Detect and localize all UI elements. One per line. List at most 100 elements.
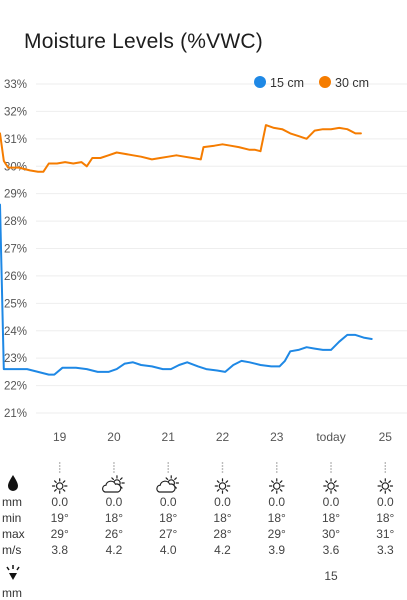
y-tick-label: 24%	[4, 326, 27, 338]
row-label-wind: m/s	[2, 543, 21, 557]
weather-min-value: 19°	[51, 511, 69, 525]
grid-layer	[36, 83, 407, 414]
legend-label: 30 cm	[335, 76, 369, 90]
legend-label: 15 cm	[270, 76, 304, 90]
weather-panel: mm min max m/s mm 0.0 19° 29° 3.8 0.0 18° 26° 4.2 0.0…	[2, 462, 395, 600]
sun-icon	[268, 478, 285, 494]
day-marker-dot	[384, 465, 386, 467]
weather-rain-value: 0.0	[160, 495, 177, 509]
weather-rain-value: 0.0	[323, 495, 340, 509]
sun-icon	[377, 478, 394, 494]
y-tick-label: 25%	[4, 298, 27, 310]
day-marker-dot	[58, 471, 61, 473]
weather-extra-value: 15	[324, 569, 338, 583]
day-marker-dot	[384, 462, 386, 464]
day-marker-dot	[167, 465, 169, 467]
day-marker-dot	[113, 468, 115, 470]
y-tick-label: 21%	[4, 408, 27, 420]
sun-icon	[51, 478, 68, 494]
day-marker-dot	[167, 468, 169, 470]
weather-min-value: 18°	[376, 511, 394, 525]
weather-min-value: 18°	[159, 511, 177, 525]
day-marker-dot	[113, 471, 115, 473]
row-label-min: min	[2, 511, 21, 525]
weather-wind-value: 3.8	[51, 543, 68, 557]
weather-rain-value: 0.0	[268, 495, 285, 509]
day-marker-dot	[113, 465, 115, 467]
day-marker-dot	[58, 465, 61, 467]
day-marker-dot	[384, 471, 386, 473]
partly-cloudy-icon	[156, 475, 180, 493]
day-marker-dot	[384, 468, 386, 470]
weather-rain-value: 0.0	[214, 495, 231, 509]
weather-wind-value: 4.2	[106, 543, 123, 557]
day-marker-dot	[113, 462, 115, 464]
sun-icon	[214, 478, 231, 494]
weather-min-value: 18°	[322, 511, 340, 525]
day-marker-dot	[167, 462, 169, 464]
y-tick-label: 31%	[4, 134, 27, 146]
x-tick-label: 23	[270, 430, 284, 444]
weather-max-value: 26°	[105, 527, 123, 541]
day-marker-dot	[330, 462, 332, 464]
weather-min-value: 18°	[213, 511, 231, 525]
day-marker-dot	[330, 471, 332, 473]
rain-drop-icon	[8, 475, 18, 491]
weather-wind-value: 4.2	[214, 543, 231, 557]
day-marker-dot	[276, 462, 278, 464]
weather-max-value: 31°	[376, 527, 394, 541]
y-tick-label: 23%	[4, 353, 27, 365]
weather-max-value: 29°	[51, 527, 69, 541]
day-marker-dot	[276, 465, 278, 467]
weather-max-value: 30°	[322, 527, 340, 541]
y-tick-label: 26%	[4, 271, 27, 283]
partly-cloudy-icon	[102, 475, 125, 493]
day-marker-dot	[221, 462, 224, 464]
day-marker-dot	[276, 471, 278, 473]
row-label-rain: mm	[2, 495, 22, 509]
series-line-15-cm	[0, 203, 373, 376]
x-axis: 19 20 21 22 23 today 25	[53, 430, 392, 444]
weather-wind-value: 3.6	[323, 543, 340, 557]
row-label-extra: mm	[2, 586, 22, 600]
sun-icon	[323, 478, 339, 494]
day-marker-dot	[58, 468, 61, 470]
y-tick-label: 28%	[4, 216, 27, 228]
weather-max-value: 28°	[213, 527, 231, 541]
legend-marker	[254, 76, 266, 88]
legend-marker	[319, 76, 331, 88]
weather-min-value: 18°	[268, 511, 286, 525]
weather-rain-value: 0.0	[377, 495, 394, 509]
weather-wind-value: 3.3	[377, 543, 394, 557]
x-tick-label: 20	[107, 430, 121, 444]
row-label-max: max	[2, 527, 25, 541]
day-marker-dot	[221, 471, 224, 473]
x-tick-label: 21	[162, 430, 176, 444]
day-marker-dot	[167, 471, 169, 473]
y-tick-label: 29%	[4, 189, 27, 201]
day-marker-dot	[58, 462, 61, 464]
day-marker-dot	[330, 468, 332, 470]
x-tick-label: 25	[379, 430, 393, 444]
x-tick-label: today	[316, 430, 345, 444]
weather-rain-value: 0.0	[106, 495, 123, 509]
weather-wind-value: 4.0	[160, 543, 177, 557]
chart-title: Moisture Levels (%VWC)	[24, 30, 263, 53]
y-tick-label: 22%	[4, 381, 27, 393]
weather-min-value: 18°	[105, 511, 123, 525]
sprinkler-icon	[6, 565, 20, 580]
weather-max-value: 27°	[159, 527, 177, 541]
day-marker-dot	[330, 465, 332, 467]
day-marker-dot	[221, 465, 224, 467]
x-tick-label: 22	[216, 430, 230, 444]
y-tick-label: 32%	[4, 106, 27, 118]
y-tick-label: 33%	[4, 79, 27, 91]
x-tick-label: 19	[53, 430, 67, 444]
y-axis: 21%22%23%24%25%26%27%28%29%30%31%32%33%	[4, 79, 27, 420]
weather-wind-value: 3.9	[268, 543, 285, 557]
y-tick-label: 27%	[4, 244, 27, 256]
day-marker-dot	[221, 468, 224, 470]
series-lines	[0, 124, 373, 376]
series-line-30-cm	[0, 124, 362, 173]
